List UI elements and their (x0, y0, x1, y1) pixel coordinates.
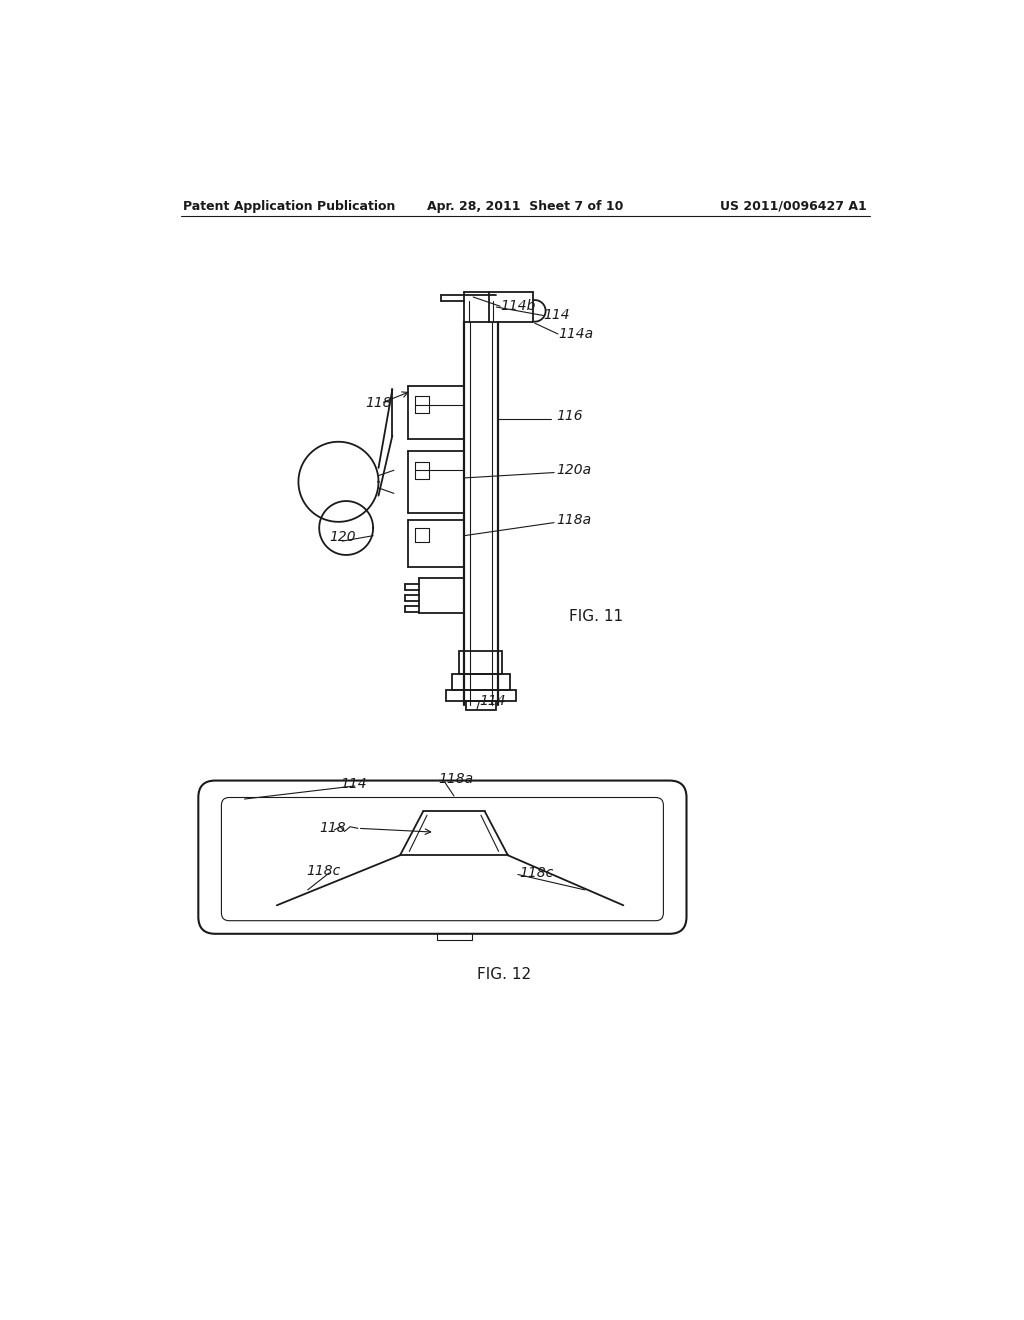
Bar (427, 800, 481, 810)
Text: 118c: 118c (519, 866, 554, 880)
Text: 120: 120 (330, 531, 356, 544)
Text: Patent Application Publication: Patent Application Publication (183, 199, 395, 213)
Text: 118c: 118c (306, 863, 340, 878)
Bar (460, 651, 503, 675)
Text: 114: 114 (479, 694, 506, 709)
Text: Apr. 28, 2011  Sheet 7 of 10: Apr. 28, 2011 Sheet 7 of 10 (427, 199, 623, 213)
Text: 118a: 118a (438, 772, 474, 785)
FancyBboxPatch shape (199, 780, 686, 933)
Bar (466, 701, 497, 710)
Bar (419, 784, 488, 800)
Text: 116: 116 (556, 409, 583, 424)
Text: FIG. 12: FIG. 12 (477, 968, 531, 982)
Text: 114a: 114a (558, 327, 593, 341)
Text: 118a: 118a (556, 513, 592, 527)
Text: 114: 114 (340, 776, 367, 791)
Bar (446, 689, 515, 701)
Bar (452, 675, 510, 689)
Text: US 2011/0096427 A1: US 2011/0096427 A1 (720, 199, 866, 213)
Text: 120a: 120a (556, 463, 592, 478)
Text: 114b: 114b (500, 300, 536, 313)
Bar (437, 927, 472, 940)
Text: FIG. 11: FIG. 11 (569, 609, 624, 624)
Text: 114: 114 (544, 309, 570, 322)
Text: 118: 118 (319, 821, 346, 836)
Text: 118: 118 (366, 396, 392, 411)
